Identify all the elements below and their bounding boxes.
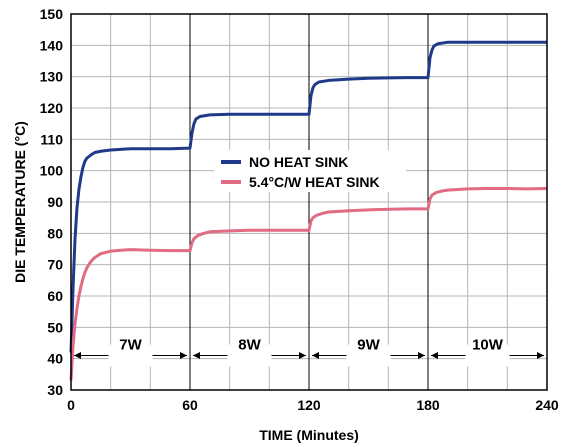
- legend-background: [214, 150, 406, 192]
- interval-label-bg: [346, 344, 391, 367]
- arrow-head-left: [74, 352, 81, 360]
- arrow-head-right: [180, 352, 187, 360]
- y-axis-title: DIE TEMPERATURE (°C): [12, 121, 28, 283]
- x-axis-title: TIME (Minutes): [259, 427, 359, 443]
- series-line-1: [69, 187, 548, 381]
- y-tick-label: 60: [47, 288, 63, 304]
- y-tick-label: 140: [40, 37, 64, 53]
- x-tick-label: 180: [416, 397, 440, 413]
- y-tick-label: 90: [47, 194, 63, 210]
- legend-label-no-heat-sink: NO HEAT SINK: [249, 154, 348, 170]
- power-interval: 7W: [74, 337, 187, 367]
- y-tick-label: 110: [40, 131, 63, 147]
- arrow-head-left: [431, 352, 438, 360]
- y-tick-label: 70: [47, 257, 63, 273]
- legend-label-heat-sink: 5.4°C/W HEAT SINK: [249, 174, 380, 190]
- interval-label: 7W: [119, 337, 142, 354]
- x-tick-label: 0: [67, 397, 75, 413]
- arrow-head-right: [299, 352, 306, 360]
- power-interval: 10W: [431, 337, 544, 367]
- x-tick-label: 240: [535, 397, 559, 413]
- y-tick-label: 50: [47, 319, 63, 335]
- y-tick-label: 40: [47, 351, 63, 367]
- y-tick-label: 120: [40, 100, 64, 116]
- arrow-head-right: [537, 352, 544, 360]
- interval-label-bg: [227, 344, 272, 367]
- interval-label: 10W: [472, 337, 504, 354]
- arrow-head-right: [418, 352, 425, 360]
- interval-label-bg: [108, 344, 153, 367]
- arrow-head-left: [193, 352, 200, 360]
- interval-label-bg: [465, 344, 510, 367]
- y-tick-label: 130: [40, 69, 64, 85]
- interval-label: 9W: [357, 337, 380, 354]
- x-tick-label: 60: [182, 397, 198, 413]
- y-tick-label: 80: [47, 225, 63, 241]
- legend: NO HEAT SINK 5.4°C/W HEAT SINK: [214, 150, 406, 192]
- series-line-0: [69, 40, 547, 353]
- power-interval: 8W: [193, 337, 306, 367]
- y-tick-label: 150: [40, 6, 64, 22]
- x-tick-label: 120: [297, 397, 321, 413]
- y-tick-label: 100: [40, 163, 64, 179]
- arrow-head-left: [312, 352, 319, 360]
- plot-frame: [70, 13, 548, 391]
- power-interval: 9W: [312, 337, 425, 367]
- tick-labels: 30 40 50 60 70 80 90 100 110 120 130 140 150 0 60 120 18…: [40, 6, 559, 413]
- series: [69, 40, 548, 381]
- y-tick-label: 30: [47, 382, 63, 398]
- interval-label: 8W: [238, 337, 261, 354]
